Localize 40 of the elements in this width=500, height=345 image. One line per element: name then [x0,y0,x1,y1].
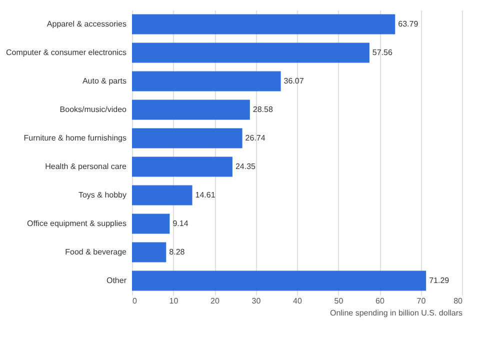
bar [132,185,192,206]
y-tick-label: Auto & parts [82,76,126,86]
x-tick-label: 60 [376,296,385,306]
bar [132,100,250,120]
y-tick-label: Other [106,276,127,285]
y-tick-label: Books/music/video [60,104,128,114]
data-label: 8.28 [169,247,186,256]
y-tick-label: Computer & consumer electronics [6,48,126,57]
data-label: 14.61 [195,190,216,200]
y-tick-label: Food & beverage [65,247,128,256]
x-tick-label: 70 [416,296,426,306]
bar [132,214,170,234]
y-tick-label: Office equipment & supplies [27,218,126,228]
y-tick-label: Health & personal care [45,162,128,171]
x-tick-label: 40 [293,296,302,306]
data-label: 9.14 [172,218,189,228]
bar [132,42,370,63]
x-tick-label: 80 [454,296,464,306]
bar [132,14,396,34]
x-tick-label: 10 [169,296,179,306]
data-label: 36.07 [284,76,304,86]
data-label: 28.58 [252,104,274,114]
x-tick-label: 30 [252,296,262,306]
data-label: 63.79 [398,19,419,28]
bar [132,270,426,291]
bar [132,71,281,92]
data-label: 26.74 [245,133,266,142]
x-axis-title: Online spending in billion U.S. dollars [330,308,462,318]
bar [132,156,232,177]
y-tick-label: Furniture & home furnishings [24,133,126,142]
y-tick-label: Toys & hobby [78,190,126,200]
data-label: 71.29 [429,276,450,285]
x-tick-label: 50 [334,296,344,306]
data-label: 24.35 [235,162,256,171]
x-tick-label: 0 [132,296,138,306]
y-tick-label: Apparel & accessories [46,19,126,28]
bar [132,128,242,148]
x-tick-label: 20 [210,296,220,306]
data-label: 57.56 [372,48,394,57]
bar [132,242,166,262]
